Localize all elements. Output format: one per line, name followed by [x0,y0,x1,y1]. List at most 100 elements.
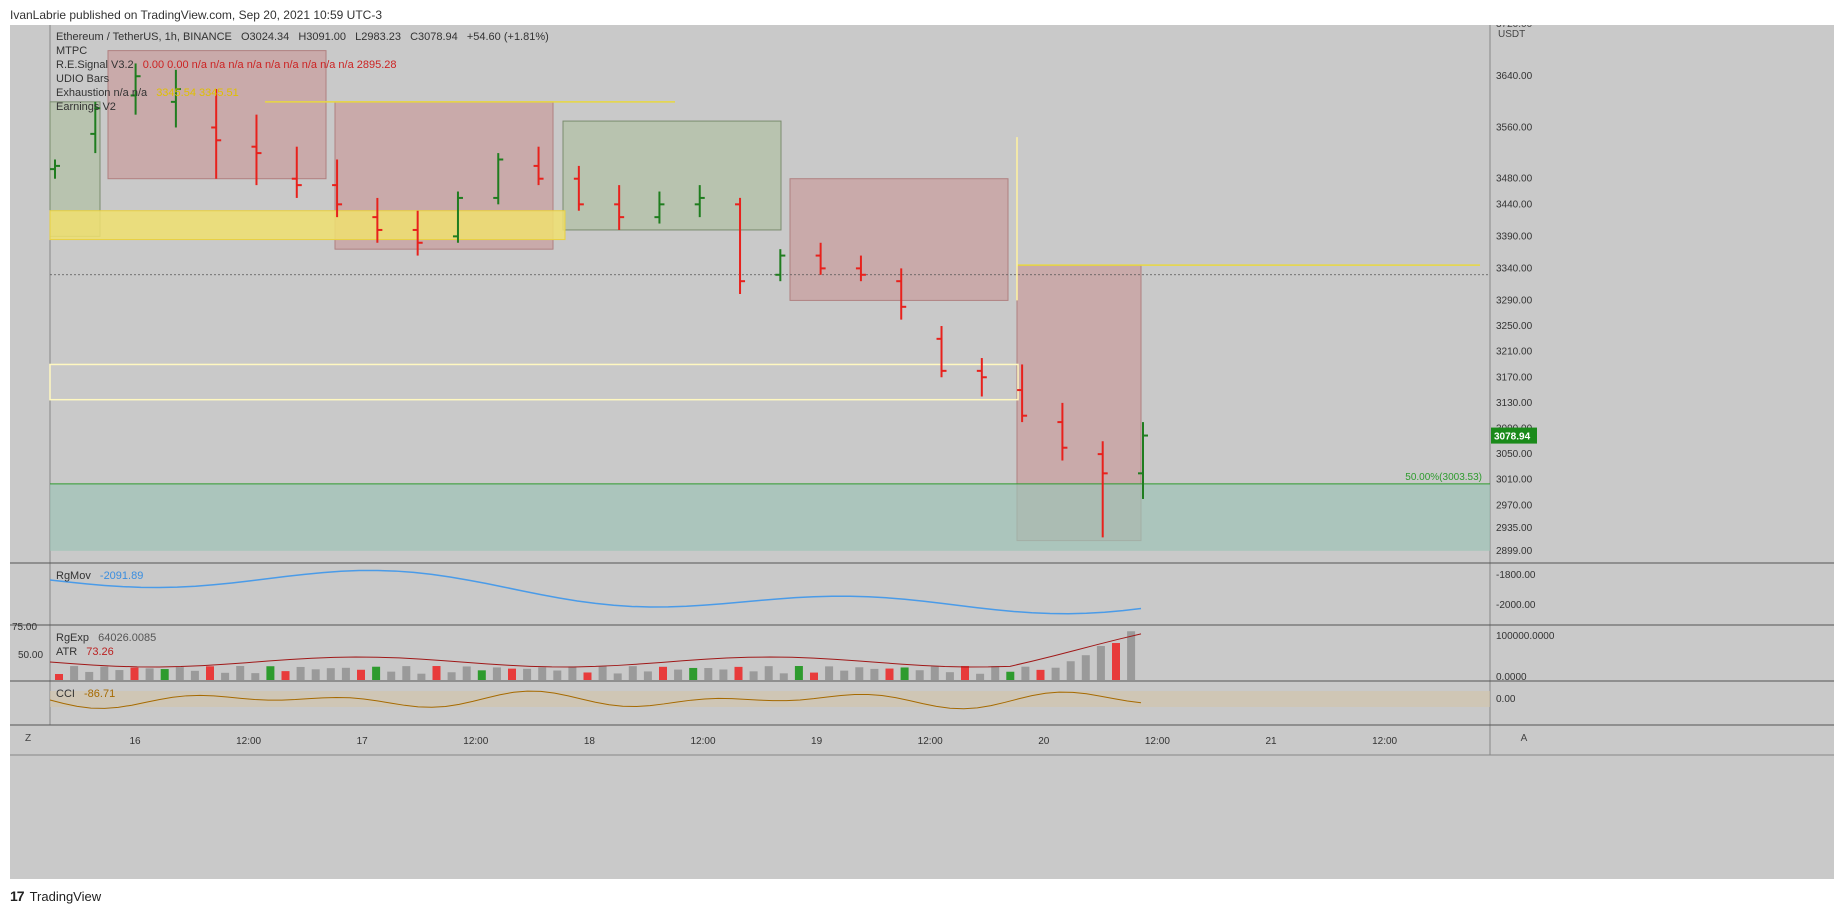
cci-legend[interactable]: CCI -86.71 [56,688,115,700]
price-tick-label: 3050.00 [1496,449,1533,460]
ohlc-open: O3024.34 [240,31,290,43]
volume-bar [885,668,894,680]
volume-bar [100,666,109,680]
rgexp-tick: 0.0000 [1496,672,1527,683]
time-tick-label: 17 [357,736,369,747]
legend-name: UDIO Bars [56,73,110,85]
brand-name: TradingView [29,888,102,904]
legend-values: 0.00 0.00 n/a n/a n/a n/a n/a n/a n/a n/… [142,59,397,71]
legend-resignal[interactable]: R.E.Signal V3.2 0.00 0.00 n/a n/a n/a n/… [56,59,397,71]
price-tick-label: 3560.00 [1496,122,1533,133]
volume-bar [825,666,834,680]
volume-bar [462,666,471,680]
time-tick-label: 16 [129,736,141,747]
volume-bar [372,666,381,680]
time-tick-label: 12:00 [1145,736,1170,747]
volume-bar [447,672,456,680]
chart-frame[interactable]: 50.00%(3003.53) 3640.00 3560.00 3480.00 3440… [10,25,1834,879]
time-tick-label: 21 [1265,736,1277,747]
ohlc-bar [976,358,987,397]
price-top-tick: 3720.00 [1496,25,1533,30]
price-tick-label: 3130.00 [1496,398,1533,409]
fib-zone [50,483,1490,551]
last-price-badge [1491,427,1537,444]
cci-line [49,690,1142,710]
volume-bar [1036,669,1045,680]
volume-bar [719,669,728,680]
volume-bar [55,674,63,680]
ohlc-bar [1138,422,1148,499]
rgexp-tick: 100000.0000 [1496,631,1555,642]
legend-earnings[interactable]: Earnings V2 [56,101,116,113]
volume-bar [930,666,939,680]
price-tick-label: 3440.00 [1496,199,1533,210]
ohlc-bar [372,197,383,243]
cci-band [50,691,1490,707]
ohlc-bar [1017,364,1028,423]
legend-name: R.E.Signal V3.2 [56,59,134,71]
rgexp-label: RgExp [56,632,90,644]
volume-bar [190,670,199,680]
fib-label: 50.00%(3003.53) [1405,472,1482,483]
volume-bar [1066,661,1075,680]
volume-bar [1096,646,1105,680]
ohlc-bar [1057,402,1068,461]
rgmov-legend[interactable]: RgMov -2091.89 [56,570,143,582]
supply-band [49,210,566,241]
volume-bar [357,669,365,680]
auto-scale-toggle[interactable]: A [1520,733,1528,744]
volume-bar [70,666,79,680]
time-tick-label: 18 [584,736,596,747]
rgexp-legend[interactable]: RgExp 64026.0085 [56,632,156,644]
volume-bar [961,666,969,680]
volume-bar [341,667,350,680]
volume-bar [326,668,335,680]
volume-bar [115,670,124,680]
volume-bar [749,671,758,680]
ohlc-bar [654,191,665,224]
time-tick-label: 20 [1038,736,1050,747]
ohlc-bar [90,101,101,154]
price-tick-label: 3210.00 [1496,347,1533,358]
price-tick-label: 3390.00 [1496,231,1533,242]
cci-label: CCI [56,688,75,700]
atr-legend[interactable]: ATR 73.26 [56,646,114,658]
ohlc-bar [614,185,625,230]
legend-exhaustion[interactable]: Exhaustion n/a n/a 3345.54 3345.51 [56,87,239,99]
volume-bar [1006,671,1015,680]
volume-bar [568,666,577,680]
ohlc-bar [130,63,141,115]
volume-bar [976,673,985,680]
time-tick-label: 12:00 [918,736,943,747]
ohlc-bar [170,69,181,128]
price-tick-label: 3290.00 [1496,295,1533,306]
volume-bar [236,666,245,680]
volume-bar [583,672,592,680]
legend-values: 3345.54 3345.51 [156,87,239,99]
legend-mtpc[interactable]: MTPC [56,45,87,57]
volume-bar [206,666,214,680]
volume-bar [598,666,607,680]
cci-value: -86.71 [84,688,116,700]
ohlc-change: +54.60 (+1.81%) [466,31,549,43]
time-tick-label: 12:00 [1372,736,1397,747]
volume-bar [417,673,426,680]
rgmov-value: -2091.89 [99,570,144,582]
price-tick-label: 2935.00 [1496,523,1533,534]
legend-name: MTPC [56,45,88,57]
time-tick-label: 12:00 [236,736,261,747]
timezone-toggle[interactable]: Z [24,733,32,744]
volume-bar [689,667,698,680]
price-axis-unit: USDT [1498,29,1525,40]
ohlc-close: C3078.94 [410,31,458,43]
price-chart[interactable]: 50.00%(3003.53) 3640.00 3560.00 3480.00 3440… [10,25,1834,879]
volume-bar [779,673,788,680]
volume-bar [492,667,501,680]
rgmov-label: RgMov [56,570,91,582]
legend-name: Exhaustion n/a n/a [56,87,148,99]
volume-bar [553,670,562,680]
ohlc-bar [493,153,504,205]
ohlc-bar [936,326,947,378]
volume-bar [251,673,260,680]
legend-udio[interactable]: UDIO Bars [56,73,109,85]
